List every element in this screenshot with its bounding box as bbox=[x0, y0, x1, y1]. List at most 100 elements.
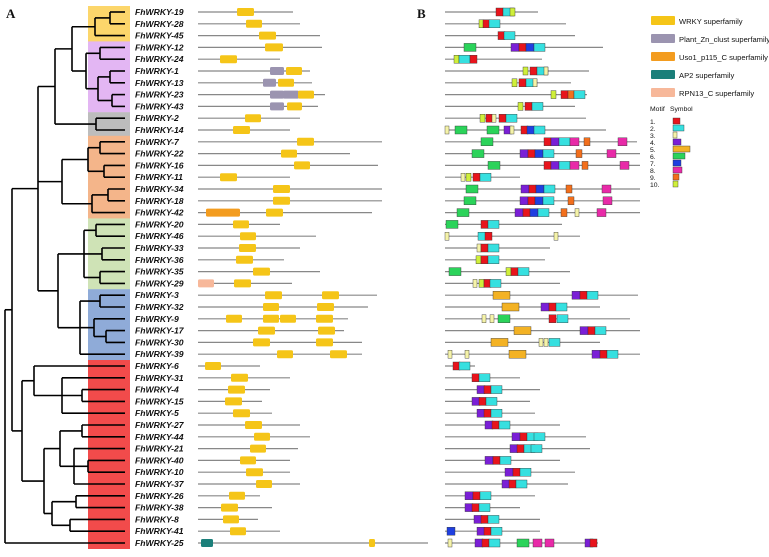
rpn13-domain bbox=[198, 279, 214, 288]
motif-1-box bbox=[543, 161, 552, 170]
motif-legend-number: 2. bbox=[650, 126, 656, 133]
gene-label: FhWRKY-23 bbox=[135, 90, 184, 100]
gene-label: FhWRKY-30 bbox=[135, 337, 184, 347]
motif-3-box bbox=[532, 78, 538, 88]
motif-1-box bbox=[472, 491, 481, 500]
motif-2-box bbox=[537, 208, 550, 217]
gene-label: FhWRKY-39 bbox=[135, 349, 184, 359]
motif-3-box bbox=[481, 314, 487, 323]
motif-4-box bbox=[484, 456, 494, 465]
motif-2-box bbox=[515, 479, 528, 489]
domain-structures bbox=[198, 8, 428, 547]
motif-1-box bbox=[560, 90, 569, 99]
motif-1-box bbox=[524, 102, 533, 111]
motif-3-box bbox=[444, 125, 450, 135]
wrky-domain bbox=[253, 338, 270, 347]
motif-legend-header: Motif bbox=[650, 106, 665, 113]
motif-2-box bbox=[531, 102, 544, 111]
motif-1-box bbox=[484, 231, 493, 241]
motif-3-box bbox=[444, 231, 450, 241]
motif-6-box bbox=[487, 161, 501, 170]
motif-8-box bbox=[544, 538, 555, 548]
motif-6-box bbox=[448, 267, 462, 276]
wrky-domain bbox=[221, 503, 238, 512]
wrky-domain bbox=[297, 137, 314, 146]
wrky-domain bbox=[237, 8, 254, 16]
wrky-domain bbox=[231, 373, 248, 382]
motif-1-box bbox=[469, 55, 478, 64]
motif-7-box bbox=[525, 43, 535, 52]
motif-legend-swatch bbox=[672, 131, 678, 139]
motif-9-box bbox=[560, 208, 568, 217]
motif-1-box bbox=[527, 196, 536, 206]
motif-4-box bbox=[519, 196, 529, 206]
motif-1-box bbox=[579, 291, 588, 300]
motif-10-box bbox=[478, 279, 485, 288]
wrky-domain bbox=[223, 515, 239, 524]
motif-2-box bbox=[487, 515, 500, 524]
gene-label: FhWRKY-17 bbox=[135, 326, 185, 336]
motif-1-box bbox=[492, 456, 501, 465]
wrky-domain bbox=[225, 397, 242, 406]
motif-1-box bbox=[478, 397, 487, 406]
motif-3-box bbox=[460, 172, 466, 182]
motif-2-box bbox=[488, 19, 501, 28]
motif-legend: Motif Symbol 1.2.3.4.5.6.7.8.9.10. bbox=[650, 106, 693, 189]
gene-label: FhWRKY-43 bbox=[135, 101, 184, 111]
motif-9-box bbox=[567, 196, 575, 206]
motif-2-box bbox=[490, 409, 503, 418]
motif-10-box bbox=[517, 102, 524, 111]
wrky-domain bbox=[245, 421, 262, 429]
motif-8-box bbox=[606, 149, 617, 158]
motif-2-box bbox=[489, 279, 502, 288]
motif-3-box bbox=[472, 279, 478, 288]
motif-8-box bbox=[617, 137, 628, 147]
motif-5-box bbox=[513, 326, 532, 335]
wrky-domain bbox=[330, 350, 347, 359]
motif-10-box bbox=[475, 255, 482, 265]
plant-zn-clust-domain bbox=[270, 90, 284, 99]
motif-4-box bbox=[464, 491, 474, 500]
motif-4-box bbox=[471, 397, 481, 406]
motif-2-box bbox=[517, 267, 530, 276]
domain-legend-swatch bbox=[651, 16, 675, 25]
wrky-domain bbox=[226, 314, 242, 323]
motif-2-box bbox=[479, 172, 492, 182]
wrky-domain bbox=[250, 444, 266, 453]
gene-label: FhWRKY-41 bbox=[135, 526, 184, 536]
gene-label: FhWRKY-33 bbox=[135, 243, 184, 253]
gene-label: FhWRKY-11 bbox=[135, 172, 183, 182]
motif-5-box bbox=[490, 338, 509, 347]
motif-legend-swatch bbox=[672, 117, 681, 125]
gene-label: FhWRKY-29 bbox=[135, 278, 184, 288]
gene-label: FhWRKY-9 bbox=[135, 314, 179, 324]
motif-legend-swatch bbox=[672, 124, 685, 132]
gene-label: FhWRKY-14 bbox=[135, 125, 184, 135]
motif-10-box bbox=[479, 113, 486, 123]
motif-1-box bbox=[483, 527, 492, 536]
motif-5-box bbox=[492, 291, 511, 300]
motif-7-box bbox=[526, 125, 536, 135]
motif-6-box bbox=[516, 538, 530, 548]
wrky-domain bbox=[258, 326, 275, 335]
motif-4-box bbox=[501, 479, 511, 489]
domain-legend-swatch bbox=[651, 70, 675, 79]
plant-zn-clust-domain bbox=[270, 102, 284, 111]
motif-2-box bbox=[487, 243, 500, 253]
motif-2-box bbox=[498, 420, 511, 430]
motif-6-box bbox=[463, 43, 477, 52]
motif-1-box bbox=[471, 503, 480, 512]
motif-7-box bbox=[534, 149, 544, 158]
domain-legend: WRKY superfamily Plant_Zn_clust superfami… bbox=[651, 16, 769, 98]
clade-band-group-g bbox=[88, 360, 130, 549]
gene-label: FhWRKY-18 bbox=[135, 196, 184, 206]
motif-1-box bbox=[508, 479, 517, 489]
motif-2-box bbox=[478, 373, 491, 382]
domain-legend-label: WRKY superfamily bbox=[679, 17, 743, 26]
domain-legend-label: Uso1_p115_C superfamily bbox=[679, 53, 768, 62]
gene-label: FhWRKY-2 bbox=[135, 113, 179, 123]
wrky-domain bbox=[229, 491, 245, 500]
motif-2-box bbox=[586, 291, 599, 300]
gene-label: FhWRKY-1 bbox=[135, 66, 179, 76]
wrky-domain bbox=[369, 539, 375, 547]
